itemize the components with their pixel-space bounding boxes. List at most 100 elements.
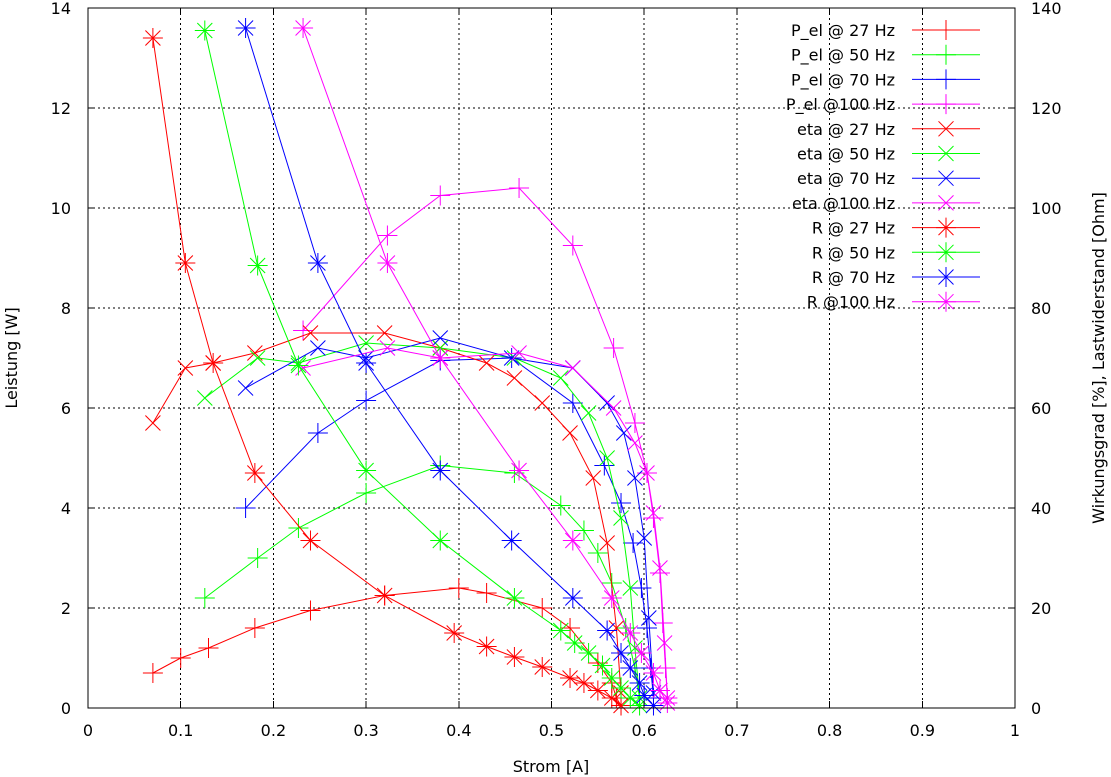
- data-point: [643, 663, 664, 683]
- data-point: [936, 242, 956, 263]
- data-point: [307, 253, 328, 273]
- y-tick-label: 10: [51, 199, 71, 218]
- data-point: [573, 520, 594, 541]
- legend-entry: eta @ 27 Hz: [797, 120, 980, 139]
- data-point: [599, 395, 615, 411]
- data-point: [936, 291, 956, 312]
- data-point: [578, 643, 599, 663]
- data-point: [235, 498, 256, 518]
- data-point: [620, 623, 641, 643]
- grid-layer: [88, 8, 1015, 708]
- data-point: [585, 470, 602, 486]
- legend-entry: R @ 50 Hz: [812, 242, 980, 263]
- data-point: [938, 195, 954, 211]
- data-point: [564, 360, 581, 376]
- legend-label: eta @ 27 Hz: [797, 120, 895, 139]
- data-point: [244, 463, 265, 483]
- data-point: [562, 425, 578, 441]
- series-5: [196, 335, 648, 706]
- y-tick-label: 4: [61, 499, 71, 518]
- data-point: [611, 643, 632, 663]
- legend-entry: eta @100 Hz: [792, 194, 980, 213]
- data-point: [247, 255, 268, 276]
- x-tick-label: 1: [1010, 721, 1020, 740]
- series-10: [235, 18, 664, 716]
- x-tick-label: 0.7: [724, 721, 749, 740]
- data-point: [244, 618, 265, 638]
- data-point: [532, 598, 553, 618]
- x-tick-label: 0.5: [539, 721, 564, 740]
- data-point: [511, 345, 527, 361]
- data-point: [177, 360, 194, 376]
- data-point: [620, 688, 641, 708]
- y-tick-label: 2: [61, 599, 71, 618]
- data-point: [501, 530, 522, 551]
- data-point: [476, 583, 497, 603]
- y2-tick-label: 100: [1031, 199, 1062, 218]
- data-point: [649, 680, 670, 701]
- data-point: [599, 535, 615, 551]
- data-point: [640, 610, 657, 626]
- y2-tick-label: 20: [1031, 599, 1051, 618]
- legend-entry: P_el @ 27 Hz: [791, 20, 980, 41]
- data-point: [247, 548, 268, 568]
- data-point: [307, 423, 328, 443]
- series-line: [245, 337, 654, 694]
- data-point: [615, 425, 632, 441]
- x-tick-label: 0.8: [817, 721, 842, 740]
- data-point: [562, 235, 583, 256]
- legend-label: P_el @100 Hz: [786, 95, 895, 115]
- series-line: [245, 27, 654, 706]
- data-point: [936, 94, 956, 115]
- data-point: [142, 663, 163, 683]
- data-point: [601, 588, 622, 608]
- series-line: [302, 187, 668, 699]
- data-point: [534, 395, 551, 411]
- series-0: [142, 578, 632, 716]
- y2-tick-label: 80: [1031, 299, 1051, 318]
- data-point: [288, 355, 309, 376]
- data-point: [203, 353, 224, 373]
- data-point: [476, 636, 497, 657]
- data-point: [599, 450, 615, 466]
- data-point: [430, 530, 451, 551]
- data-point: [636, 618, 657, 638]
- data-point: [196, 390, 213, 406]
- tick-layer: 0 0.1 0.2 0.3 0.4 0.5 0.6 0.7 0.8 0.9 102468101214…: [51, 0, 1062, 740]
- legend-entry: R @100 Hz: [807, 291, 980, 312]
- legend-label: eta @100 Hz: [792, 194, 895, 213]
- y-tick-label: 12: [51, 99, 71, 118]
- legend-entry: R @ 27 Hz: [812, 217, 980, 238]
- data-point: [645, 685, 662, 701]
- y2-axis-label: Wirkungsgrad [%], Lastwiderstand [Ohm]: [1089, 192, 1108, 524]
- y2-tick-label: 140: [1031, 0, 1062, 18]
- legend-entry: eta @ 70 Hz: [797, 169, 980, 188]
- data-point: [936, 69, 956, 90]
- data-point: [194, 588, 215, 608]
- data-point: [300, 530, 321, 551]
- series-6: [237, 330, 662, 701]
- x-tick-label: 0.4: [446, 721, 471, 740]
- data-point: [374, 585, 395, 606]
- y-tick-label: 0: [61, 699, 71, 718]
- data-point: [627, 435, 643, 451]
- data-point: [613, 510, 629, 526]
- data-point: [302, 325, 319, 341]
- y-tick-label: 14: [51, 0, 71, 18]
- data-point: [938, 120, 954, 137]
- data-point: [552, 370, 569, 386]
- series-line: [204, 464, 641, 699]
- data-point: [564, 633, 585, 653]
- data-point: [594, 455, 615, 476]
- data-point: [170, 648, 191, 668]
- data-point: [623, 533, 644, 553]
- legend-entry: P_el @ 70 Hz: [791, 69, 980, 90]
- legend-label: R @ 50 Hz: [812, 243, 895, 262]
- data-point: [430, 185, 451, 206]
- series-line: [152, 37, 622, 706]
- data-point: [611, 695, 632, 716]
- data-point: [358, 335, 374, 351]
- data-point: [550, 495, 571, 516]
- series-layer: [142, 18, 678, 716]
